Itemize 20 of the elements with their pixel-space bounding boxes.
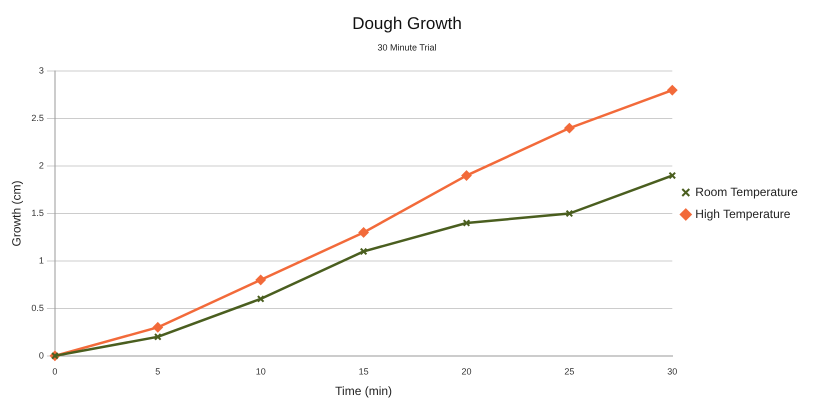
chart-title: Dough Growth xyxy=(352,14,462,33)
x-tick-label: 20 xyxy=(461,366,472,377)
chart-subtitle: 30 Minute Trial xyxy=(377,42,437,52)
y-axis-title: Growth (cm) xyxy=(10,180,24,246)
x-axis-title: Time (min) xyxy=(335,384,392,398)
x-tick-label: 5 xyxy=(155,366,160,377)
x-tick-label: 15 xyxy=(358,366,369,377)
y-tick-label: 0 xyxy=(38,350,44,360)
y-tick-label: 0.5 xyxy=(31,302,44,313)
x-tick-label: 10 xyxy=(256,366,266,377)
x-tick-label: 0 xyxy=(52,366,58,377)
x-tick-label: 25 xyxy=(564,366,574,377)
y-tick-label: 1 xyxy=(38,255,44,266)
y-tick-label: 3 xyxy=(38,66,44,76)
legend-label: Room Temperature xyxy=(695,184,798,199)
legend-label: High Temperature xyxy=(695,206,791,221)
y-tick-label: 1.5 xyxy=(31,208,44,218)
y-tick-label: 2 xyxy=(38,160,44,171)
x-tick-label: 30 xyxy=(667,366,678,377)
y-tick-label: 2.5 xyxy=(31,113,44,124)
